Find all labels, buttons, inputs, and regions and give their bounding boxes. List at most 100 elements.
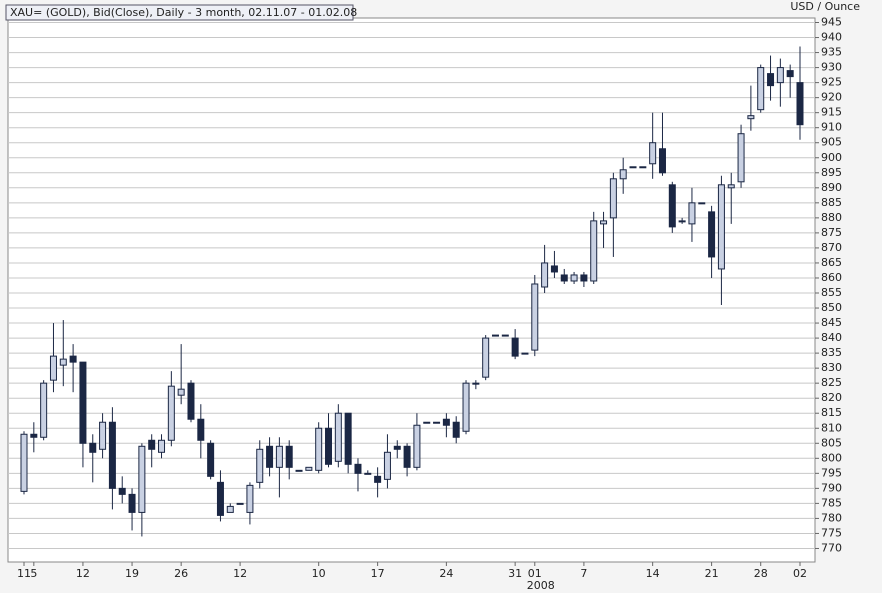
y-tick-label: 885 <box>821 196 842 209</box>
y-tick-label: 830 <box>821 361 842 374</box>
y-tick-label: 815 <box>821 406 842 419</box>
candle-body <box>590 220 598 282</box>
y-tick-label: 940 <box>821 31 842 44</box>
candle-body <box>354 463 362 474</box>
candle-body <box>668 184 676 228</box>
candle-body <box>374 475 382 483</box>
candle-body <box>79 361 87 444</box>
candle-body <box>20 433 28 492</box>
candle-body <box>40 382 48 438</box>
y-tick-label: 825 <box>821 376 842 389</box>
y-tick-label: 810 <box>821 421 842 434</box>
candle-body <box>678 220 686 223</box>
y-tick-label: 820 <box>821 391 842 404</box>
candle-body <box>619 169 627 180</box>
candle-body <box>285 445 293 468</box>
y-tick-label: 800 <box>821 451 842 464</box>
candle-body <box>570 274 578 282</box>
y-tick-label: 860 <box>821 271 842 284</box>
candle-body <box>472 382 480 385</box>
y-tick-label: 935 <box>821 46 842 59</box>
candle-body <box>521 352 529 355</box>
candle-body <box>108 421 116 489</box>
candle-body <box>69 355 77 363</box>
x-tick-label: 21 <box>705 567 719 580</box>
x-tick-label: 14 <box>646 567 660 580</box>
candle-body <box>383 451 391 480</box>
candle-body <box>433 421 441 424</box>
candle-body <box>786 70 794 78</box>
y-tick-label: 945 <box>821 16 842 29</box>
candle-body <box>197 418 205 441</box>
y-tick-label: 925 <box>821 76 842 89</box>
y-tick-label: 855 <box>821 286 842 299</box>
candle-body <box>541 262 549 288</box>
candle-body <box>128 493 136 513</box>
y-tick-label: 835 <box>821 346 842 359</box>
x-tick-label: 19 <box>125 567 139 580</box>
candle-body <box>216 481 224 516</box>
y-tick-label: 850 <box>821 301 842 314</box>
candle-body <box>767 73 775 87</box>
candle-body <box>708 211 716 258</box>
y-tick-label: 875 <box>821 226 842 239</box>
y-tick-label: 865 <box>821 256 842 269</box>
candle-body <box>491 334 499 337</box>
x-tick-label: 12 <box>233 567 247 580</box>
candle-body <box>266 445 274 468</box>
candle-body <box>30 433 38 438</box>
candle-body <box>688 202 696 225</box>
chart-title: XAU= (GOLD), Bid(Close), Daily - 3 month… <box>10 6 357 19</box>
candle-body <box>423 421 431 424</box>
candle-body <box>698 202 706 205</box>
candle-body <box>649 142 657 165</box>
candle-body <box>246 484 254 513</box>
y-tick-label: 780 <box>821 511 842 524</box>
x-tick-label: 7 <box>580 567 587 580</box>
candle-body <box>737 133 745 183</box>
candle-body <box>325 427 333 465</box>
y-tick-label: 930 <box>821 61 842 74</box>
candle-body <box>462 382 470 432</box>
y-tick-label: 900 <box>821 151 842 164</box>
candle-body <box>89 442 97 453</box>
x-tick-label: 5 <box>30 567 37 580</box>
candle-body <box>187 382 195 420</box>
candle-body <box>138 445 146 513</box>
candle-body <box>501 334 509 337</box>
candle-body <box>236 502 244 505</box>
candle-body <box>59 358 67 366</box>
y-tick-label: 920 <box>821 91 842 104</box>
y-tick-label: 775 <box>821 526 842 539</box>
candle-body <box>393 445 401 450</box>
candle-body <box>275 445 283 468</box>
candle-body <box>226 505 234 513</box>
y-tick-label: 795 <box>821 466 842 479</box>
candle-body <box>560 274 568 282</box>
candle-body <box>99 421 107 450</box>
candle-body <box>482 337 490 378</box>
y-tick-label: 910 <box>821 121 842 134</box>
y-tick-label: 840 <box>821 331 842 344</box>
x-tick-label: 10 <box>312 567 326 580</box>
x-tick-label: 11 <box>17 567 31 580</box>
x-tick-label: 31 <box>508 567 522 580</box>
y-tick-label: 770 <box>821 541 842 554</box>
x-tick-label: 01 <box>528 567 542 580</box>
candle-body <box>658 148 666 174</box>
candle-body <box>511 337 519 357</box>
y-tick-label: 880 <box>821 211 842 224</box>
candle-body <box>639 166 647 169</box>
x-tick-label: 26 <box>174 567 188 580</box>
candle-body <box>550 265 558 273</box>
candle-body <box>344 412 352 465</box>
x-tick-label: 28 <box>754 567 768 580</box>
candle-body <box>747 115 755 120</box>
candle-body <box>148 439 156 450</box>
candle-body <box>167 385 175 441</box>
candle-body <box>403 445 411 468</box>
y-tick-label: 845 <box>821 316 842 329</box>
candle-body <box>207 442 215 477</box>
y-tick-label: 805 <box>821 436 842 449</box>
